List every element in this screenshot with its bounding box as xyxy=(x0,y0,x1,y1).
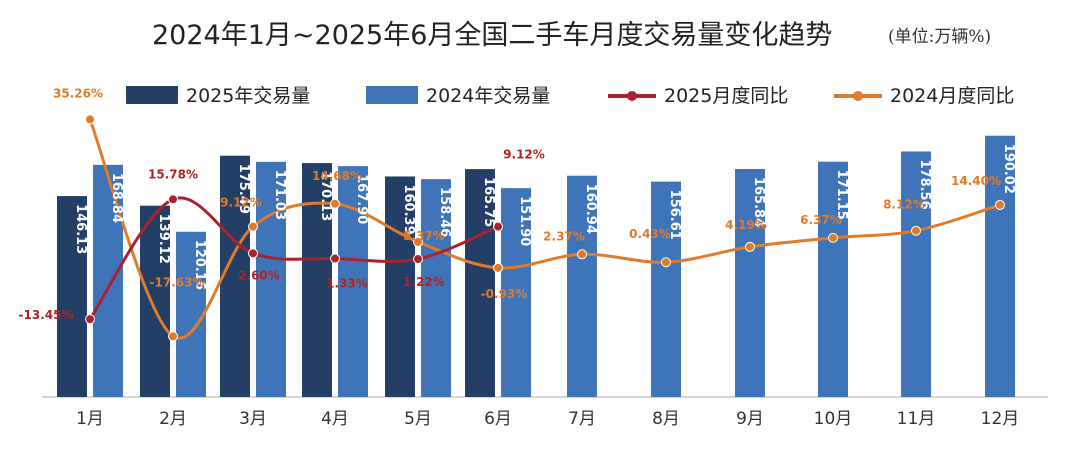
bars-layer xyxy=(57,135,1015,397)
bar-2024-11 xyxy=(901,151,931,397)
legend-label-bar-2024: 2024年交易量 xyxy=(426,85,550,107)
point-label-2025-5: 1.22% xyxy=(403,275,445,289)
bar-2024-3 xyxy=(256,161,286,397)
bar-label-2024-3: 171.03 xyxy=(272,170,287,220)
x-tick-12: 12月 xyxy=(981,409,1020,429)
bar-label-2025-3: 175.49 xyxy=(236,164,251,214)
bar-label-2025-2: 139.12 xyxy=(156,214,171,264)
point-2024-7 xyxy=(577,249,587,260)
legend-label-line-2025: 2025月度同比 xyxy=(664,85,788,107)
bar-label-2025-1: 146.13 xyxy=(73,204,88,254)
x-tick-2: 2月 xyxy=(159,409,187,429)
x-tick-4: 4月 xyxy=(321,409,349,429)
bar-label-2024-6: 151.90 xyxy=(517,196,532,246)
bar-2024-6 xyxy=(501,188,531,397)
bar-label-2025-4: 170.13 xyxy=(318,171,333,221)
x-tick-1: 1月 xyxy=(76,409,104,429)
x-tick-6: 6月 xyxy=(484,409,512,429)
point-label-2024-1: 35.26% xyxy=(53,86,103,100)
point-label-2024-3: 9.12% xyxy=(220,196,262,210)
point-2024-11 xyxy=(911,225,921,236)
legend-label-bar-2025: 2025年交易量 xyxy=(186,85,310,107)
legend-swatch-bar-2025 xyxy=(126,86,178,104)
chart-title: 2024年1月~2025年6月全国二手车月度交易量变化趋势 xyxy=(152,20,832,51)
point-2024-8 xyxy=(661,257,671,268)
point-label-2024-2: -17.63% xyxy=(150,275,205,289)
point-2025-5 xyxy=(413,253,423,264)
bar-2025-6 xyxy=(465,169,495,397)
point-label-2025-4: 1.33% xyxy=(326,277,368,291)
bar-2024-5 xyxy=(421,179,451,397)
bar-label-2024-10: 171.15 xyxy=(834,170,849,220)
point-label-2025-2: 15.78% xyxy=(148,167,198,181)
point-label-2024-9: 4.19% xyxy=(725,218,767,232)
point-label-2024-5: 5.37% xyxy=(403,229,445,243)
point-label-2025-3: 2.60% xyxy=(238,268,280,282)
bar-label-2024-9: 165.84 xyxy=(751,177,766,227)
bar-2025-2 xyxy=(140,205,170,397)
x-tick-8: 8月 xyxy=(652,409,680,429)
point-2025-3 xyxy=(248,248,258,259)
bar-2025-1 xyxy=(57,196,87,397)
point-label-2024-10: 6.37% xyxy=(800,213,842,227)
point-2024-10 xyxy=(828,232,838,243)
legend-label-line-2024: 2024月度同比 xyxy=(890,85,1014,107)
legend: 2025年交易量 2024年交易量 2025月度同比 2024月度同比 xyxy=(126,85,1014,107)
point-2025-6 xyxy=(493,221,503,232)
point-2025-2 xyxy=(168,194,178,205)
chart-unit: (单位:万辆%) xyxy=(888,27,991,47)
bar-label-2024-1: 168.84 xyxy=(109,173,124,223)
bar-2024-8 xyxy=(651,181,681,397)
bar-label-2025-5: 160.39 xyxy=(401,184,416,234)
point-label-2024-12: 14.40% xyxy=(951,174,1001,188)
legend-swatch-bar-2024 xyxy=(366,86,418,104)
point-2024-2 xyxy=(168,331,178,342)
labels-layer: 146.13 168.84 139.12 120.16 175.49 171.03 170.… xyxy=(19,86,1016,322)
bar-2024-12 xyxy=(985,135,1015,397)
bar-label-2025-6: 165.75 xyxy=(481,177,496,227)
bar-label-2024-5: 158.46 xyxy=(437,187,452,237)
point-2024-6 xyxy=(493,262,503,273)
x-tick-10: 10月 xyxy=(814,409,853,429)
point-label-2025-1: -13.45% xyxy=(19,308,74,322)
bar-2025-3 xyxy=(220,155,250,397)
legend-marker-line-2025 xyxy=(627,91,637,101)
point-2024-3 xyxy=(248,221,258,232)
point-label-2024-6: -0.93% xyxy=(481,287,528,301)
point-label-2024-8: 0.43% xyxy=(629,227,671,241)
x-tick-layer: 1月 2月 3月 4月 5月 6月 7月 8月 9月 10月 11月 12月 xyxy=(76,409,1019,429)
point-2024-1 xyxy=(85,114,95,125)
point-2025-4 xyxy=(330,253,340,264)
bar-2024-2 xyxy=(176,231,206,397)
legend-marker-line-2024 xyxy=(853,91,863,101)
x-tick-9: 9月 xyxy=(736,409,764,429)
point-label-2024-11: 8.12% xyxy=(883,198,925,212)
x-tick-7: 7月 xyxy=(568,409,596,429)
bar-label-2024-2: 120.16 xyxy=(192,240,207,290)
x-tick-3: 3月 xyxy=(239,409,267,429)
point-label-2024-7: 2.37% xyxy=(543,229,585,243)
bar-2024-7 xyxy=(567,175,597,397)
bar-label-2024-8: 156.61 xyxy=(667,190,682,240)
point-label-2024-4: 14.68% xyxy=(312,169,362,183)
point-2024-12 xyxy=(995,199,1005,210)
x-tick-5: 5月 xyxy=(404,409,432,429)
point-2025-1 xyxy=(85,314,95,325)
bar-2024-9 xyxy=(735,168,765,397)
bar-2024-10 xyxy=(818,161,848,397)
bar-label-2024-4: 167.90 xyxy=(354,174,369,224)
point-2024-9 xyxy=(745,241,755,252)
lines-layer xyxy=(85,114,1005,342)
bar-2025-5 xyxy=(385,176,415,397)
x-tick-11: 11月 xyxy=(897,409,936,429)
point-2024-4 xyxy=(330,198,340,209)
point-label-2025-6: 9.12% xyxy=(503,148,545,162)
point-2024-5 xyxy=(413,236,423,247)
bar-label-2024-11: 178.56 xyxy=(917,159,932,209)
bar-label-2024-12: 190.02 xyxy=(1001,144,1016,194)
bar-label-2024-7: 160.94 xyxy=(583,184,598,234)
